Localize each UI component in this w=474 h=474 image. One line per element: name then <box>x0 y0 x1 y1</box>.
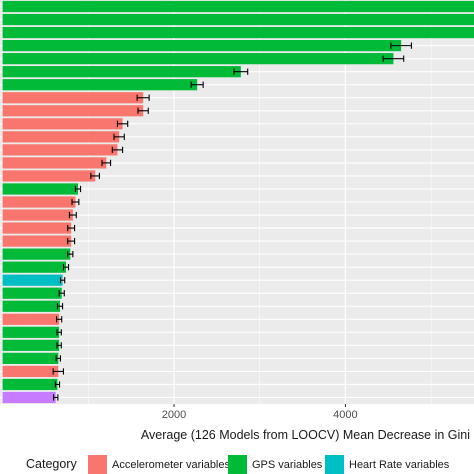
bar <box>2 66 241 78</box>
bar <box>2 105 144 117</box>
bar <box>2 118 123 130</box>
bars <box>2 0 474 404</box>
legend-label: GPS variables <box>252 459 323 471</box>
bar <box>2 365 59 378</box>
bar <box>2 261 66 273</box>
legend-swatch <box>88 455 107 474</box>
bar <box>2 300 60 312</box>
bar <box>2 170 96 182</box>
error-bars <box>52 42 412 401</box>
legend-swatch <box>228 455 247 474</box>
bar <box>2 313 60 325</box>
x-axis: 2000 4000 <box>162 404 358 421</box>
bar <box>2 209 73 221</box>
bar <box>2 235 72 247</box>
bar <box>2 287 62 299</box>
legend-swatch <box>325 455 344 474</box>
bar <box>2 339 60 351</box>
bar <box>2 13 474 26</box>
bar <box>2 131 120 143</box>
bar <box>2 378 58 391</box>
bar <box>2 0 474 13</box>
bar <box>2 157 107 169</box>
x-axis-title: Average (126 Models from LOOCV) Mean Dec… <box>141 428 470 442</box>
bar <box>2 26 474 39</box>
bar <box>2 274 63 286</box>
x-tick-label: 4000 <box>333 409 357 421</box>
bar <box>2 92 144 104</box>
bar <box>2 144 118 156</box>
bar <box>2 326 60 338</box>
bar <box>2 79 198 91</box>
bar <box>2 352 59 364</box>
bar <box>2 183 79 195</box>
legend-label: Accelerometer variables <box>112 459 230 471</box>
bar <box>2 222 72 234</box>
bar <box>2 40 402 52</box>
bar <box>2 248 71 260</box>
bar <box>2 53 394 65</box>
legend-title: Category <box>26 457 77 471</box>
bar <box>2 391 56 404</box>
legend: Category Accelerometer variables GPS vari… <box>26 455 450 474</box>
legend-label: Heart Rate variables <box>349 459 450 471</box>
bar <box>2 196 76 208</box>
x-tick-label: 2000 <box>162 409 186 421</box>
